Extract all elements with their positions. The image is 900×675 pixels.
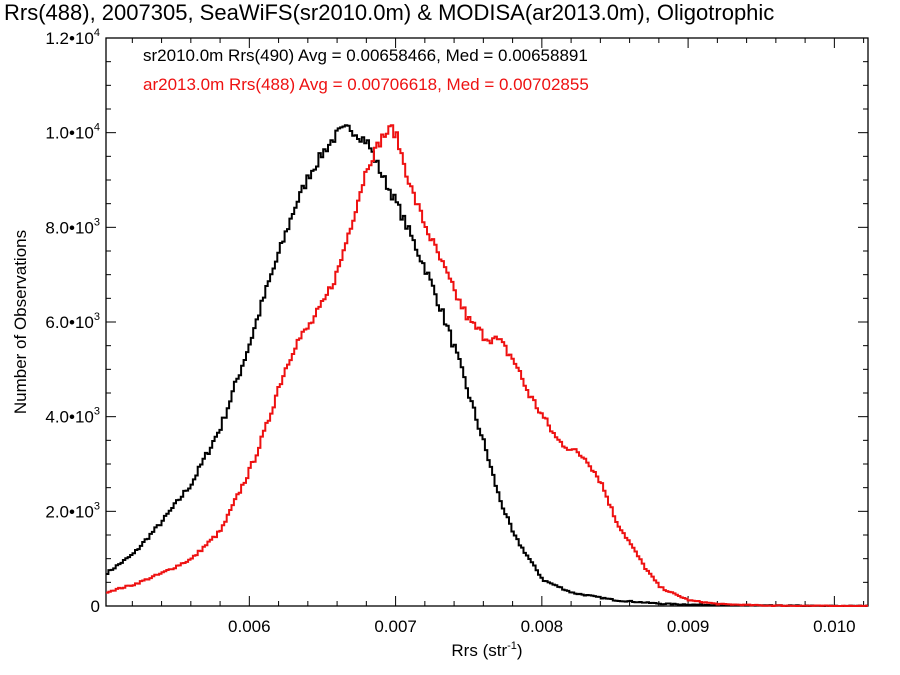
y-axis-label: Number of Observations — [11, 230, 30, 414]
x-tick-label: 0.007 — [374, 617, 417, 636]
x-tick-label: 0.008 — [521, 617, 564, 636]
y-tick-label: 2.0•103 — [45, 500, 100, 521]
y-tick-label: 0 — [91, 597, 100, 616]
series-line-2 — [106, 124, 868, 607]
legend-entry-2: ar2013.0m Rrs(488) Avg = 0.00706618, Med… — [143, 75, 589, 94]
legend: sr2010.0m Rrs(490) Avg = 0.00658466, Med… — [143, 46, 589, 94]
x-tick-label: 0.010 — [813, 617, 856, 636]
y-tick-label: 6.0•103 — [45, 311, 100, 332]
y-tick-label: 4.0•103 — [45, 406, 100, 427]
series-line-1 — [106, 124, 868, 607]
y-axis: 0 2.0•103 4.0•103 6.0•103 8.0•103 1.0•104 1.2•… — [45, 27, 868, 616]
x-tick-label: 0.009 — [667, 617, 710, 636]
x-axis: 0.006 0.007 0.008 0.009 0.010 — [131, 38, 865, 636]
series-lines — [106, 124, 868, 607]
plot-frame — [105, 37, 869, 607]
y-tick-label: 8.0•103 — [45, 216, 100, 237]
y-tick-label: 1.0•104 — [45, 122, 100, 143]
chart-title: Rrs(488), 2007305, SeaWiFS(sr2010.0m) & … — [4, 0, 774, 25]
legend-entry-1: sr2010.0m Rrs(490) Avg = 0.00658466, Med… — [143, 46, 588, 65]
y-tick-label: 1.2•104 — [45, 27, 100, 48]
x-tick-label: 0.006 — [228, 617, 271, 636]
x-axis-label: Rrs (str-1) — [451, 640, 522, 660]
